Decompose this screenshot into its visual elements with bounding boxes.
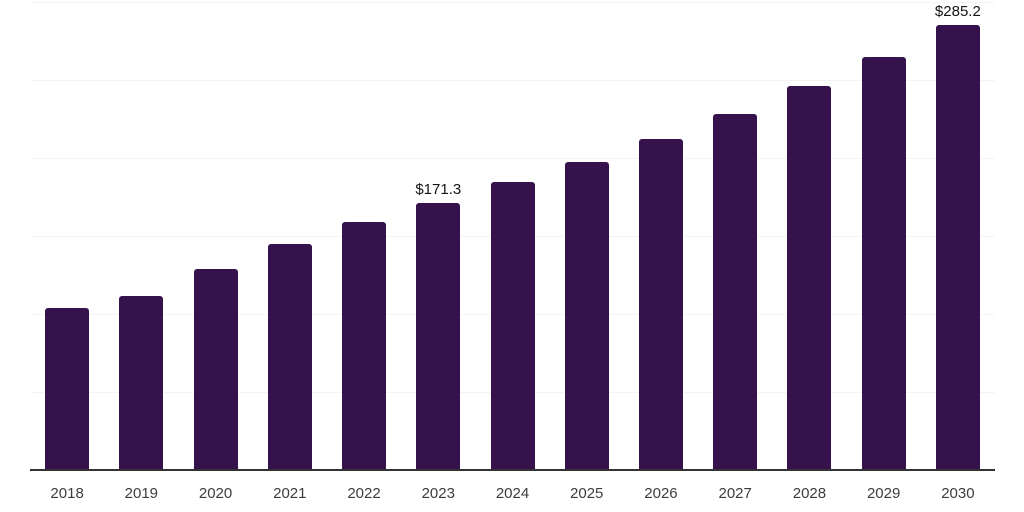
x-tick-label: 2029 <box>866 485 901 502</box>
gridline <box>30 158 995 159</box>
value-label: $171.3 <box>415 180 462 198</box>
x-tick-label: 2020 <box>198 485 233 502</box>
value-label: $285.2 <box>934 3 981 21</box>
gridline <box>30 80 995 81</box>
bar-2027 <box>713 114 758 470</box>
x-tick-label: 2025 <box>570 485 604 502</box>
x-tick-label: 2018 <box>50 485 84 502</box>
x-axis-line <box>30 469 995 471</box>
bar-2026 <box>638 139 683 470</box>
bar-2029 <box>861 56 906 470</box>
bar-2028 <box>787 85 832 470</box>
x-tick-label: 2027 <box>718 485 752 502</box>
bar-2021 <box>267 243 312 470</box>
bar-2019 <box>119 296 164 470</box>
bar-2025 <box>564 161 609 470</box>
bar-2030 <box>935 25 980 470</box>
bar-2022 <box>342 221 387 470</box>
x-tick-label: 2023 <box>421 485 455 502</box>
bar-2018 <box>45 307 90 470</box>
gridline <box>30 2 995 3</box>
x-tick-label: 2024 <box>495 485 530 502</box>
bar-2023 <box>416 202 461 470</box>
bar-2024 <box>490 182 535 470</box>
x-tick-label: 2019 <box>124 485 159 502</box>
x-tick-label: 2026 <box>644 485 678 502</box>
x-tick-label: 2030 <box>941 485 975 502</box>
x-tick-label: 2021 <box>273 485 307 502</box>
bar-2020 <box>193 268 238 470</box>
x-tick-label: 2028 <box>792 485 827 502</box>
x-tick-label: 2022 <box>347 485 381 502</box>
